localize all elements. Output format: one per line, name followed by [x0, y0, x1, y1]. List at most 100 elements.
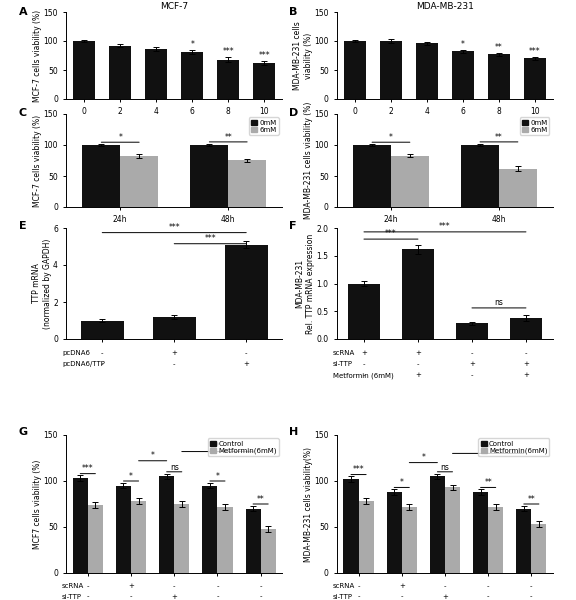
Bar	[488, 55, 510, 99]
Bar	[452, 52, 473, 99]
Text: ns: ns	[495, 298, 503, 307]
Bar	[358, 501, 374, 573]
Text: *: *	[389, 133, 393, 142]
Text: pcDNA6/TTP: pcDNA6/TTP	[62, 361, 105, 367]
Text: E: E	[19, 221, 26, 232]
Text: -: -	[471, 372, 473, 379]
Text: pcDNA6: pcDNA6	[62, 350, 90, 356]
Text: Metformin(mM): Metformin(mM)	[415, 124, 475, 133]
Title: MCF-7: MCF-7	[160, 2, 188, 11]
Text: **: **	[225, 133, 232, 142]
Legend: Control, Metformin(6mM): Control, Metformin(6mM)	[208, 439, 279, 457]
Text: -: -	[259, 594, 262, 600]
Bar	[82, 145, 120, 207]
Bar	[228, 160, 266, 207]
Text: *: *	[215, 442, 219, 451]
Text: ns: ns	[441, 463, 449, 472]
Text: ***: ***	[439, 222, 451, 231]
Bar	[532, 524, 547, 573]
Text: -: -	[530, 583, 533, 589]
Text: +: +	[415, 350, 421, 356]
Text: si-TTP: si-TTP	[332, 361, 353, 367]
Bar	[343, 479, 358, 573]
Text: +: +	[361, 350, 367, 356]
Text: si-TTP: si-TTP	[62, 594, 82, 600]
Text: Metformin (6mM): Metformin (6mM)	[332, 372, 393, 379]
Text: +: +	[442, 594, 448, 600]
Text: -: -	[487, 583, 490, 589]
Text: Metformin(mM): Metformin(mM)	[145, 124, 204, 133]
Y-axis label: MCF7 cells viability (%): MCF7 cells viability (%)	[33, 460, 42, 548]
Text: -: -	[357, 583, 360, 589]
Text: -: -	[357, 594, 360, 600]
Text: +: +	[415, 372, 421, 379]
Text: ***: ***	[82, 464, 94, 473]
Text: -: -	[363, 361, 365, 367]
Text: -: -	[101, 350, 104, 356]
Text: ***: ***	[204, 234, 216, 243]
Text: ***: ***	[529, 47, 541, 56]
Text: ***: ***	[353, 465, 365, 474]
Text: si-TTP: si-TTP	[332, 594, 353, 600]
Bar	[225, 245, 268, 339]
Bar	[109, 46, 131, 99]
Bar	[461, 145, 499, 207]
Legend: Control, Metformin(6mM): Control, Metformin(6mM)	[479, 439, 550, 457]
Text: -: -	[525, 350, 527, 356]
Text: ***: ***	[385, 229, 397, 238]
Text: *: *	[190, 40, 194, 49]
Bar	[386, 492, 401, 573]
Title: MDA-MB-231: MDA-MB-231	[416, 2, 474, 11]
Text: *: *	[422, 453, 425, 462]
Text: ***: ***	[259, 51, 270, 60]
Legend: 0mM, 6mM: 0mM, 6mM	[249, 118, 279, 135]
Y-axis label: MCF-7 cells viability (%): MCF-7 cells viability (%)	[33, 10, 42, 101]
Bar	[348, 283, 380, 339]
Text: +: +	[469, 361, 475, 367]
Bar	[260, 529, 276, 573]
Bar	[401, 507, 417, 573]
Bar	[445, 487, 460, 573]
Bar	[218, 507, 233, 573]
Y-axis label: MDA-MB-231 cells
viability (%): MDA-MB-231 cells viability (%)	[293, 21, 313, 90]
Bar	[159, 476, 174, 573]
Text: ***: ***	[168, 223, 180, 232]
Text: **: **	[495, 43, 503, 52]
Bar	[153, 317, 196, 339]
Text: +: +	[171, 594, 177, 600]
Bar	[88, 505, 103, 573]
Bar	[202, 485, 218, 573]
Text: +: +	[523, 361, 529, 367]
Text: **: **	[257, 495, 264, 504]
Text: -: -	[487, 594, 490, 600]
Bar	[499, 169, 537, 207]
Text: ***: ***	[222, 47, 234, 56]
Bar	[353, 145, 391, 207]
Bar	[81, 320, 124, 339]
Text: *: *	[118, 133, 122, 142]
Text: B: B	[289, 7, 298, 17]
Text: +: +	[171, 350, 177, 356]
Bar	[416, 43, 438, 99]
Text: -: -	[363, 372, 365, 379]
Text: **: **	[495, 133, 503, 142]
Text: *: *	[215, 472, 219, 481]
Text: C: C	[19, 109, 27, 118]
Bar	[380, 41, 401, 99]
Text: F: F	[289, 221, 297, 232]
Text: -: -	[259, 583, 262, 589]
Bar	[253, 63, 275, 99]
Text: **: **	[528, 495, 535, 504]
Bar	[181, 52, 203, 99]
Bar	[131, 501, 146, 573]
Text: -: -	[416, 361, 419, 367]
Y-axis label: MDA-MB-231
Rel. TTP mRNA expression: MDA-MB-231 Rel. TTP mRNA expression	[295, 233, 315, 334]
Text: -: -	[444, 583, 446, 589]
Text: scRNA: scRNA	[332, 583, 355, 589]
Text: +: +	[243, 361, 249, 367]
Text: -: -	[130, 594, 132, 600]
Y-axis label: MDA-MB-231 cells viability (%): MDA-MB-231 cells viability (%)	[304, 102, 313, 219]
Text: *: *	[486, 444, 490, 453]
Text: scRNA: scRNA	[332, 350, 355, 356]
Text: D: D	[289, 109, 299, 118]
